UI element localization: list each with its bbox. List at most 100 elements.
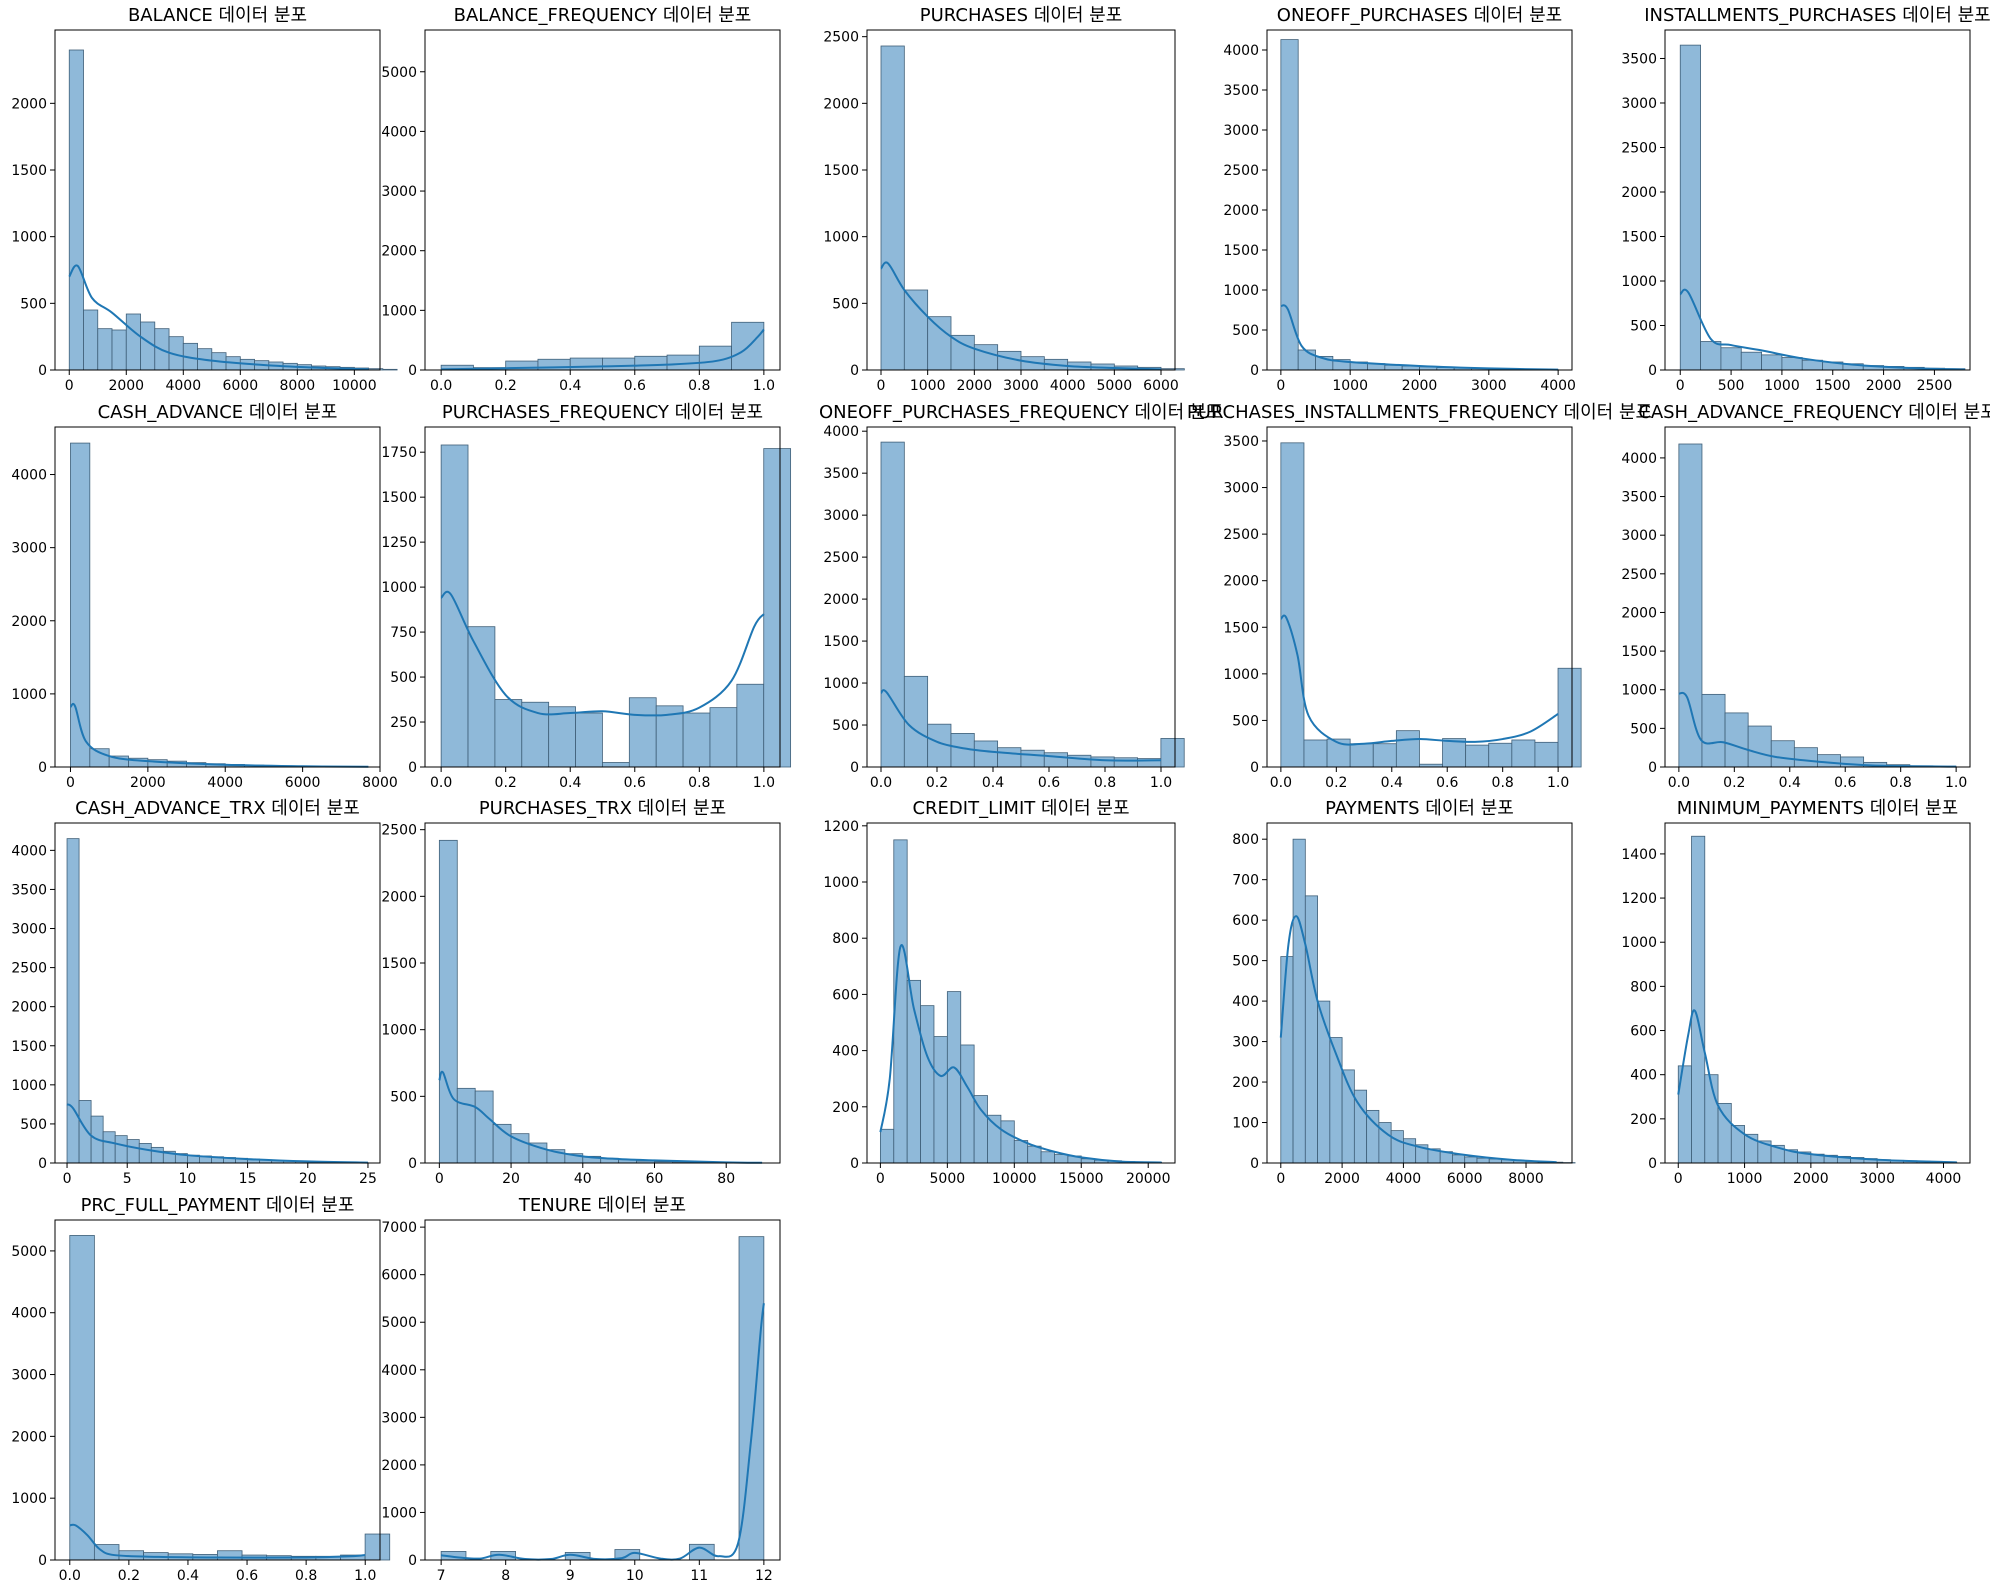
histogram-chart: PURCHASES 데이터 분포0 1000 2000 3000 4000 5000 600… [823, 5, 1185, 394]
histogram-bar [602, 357, 636, 371]
x-tick-label: 20 [299, 1171, 317, 1187]
x-tick-label: 20 [502, 1171, 520, 1187]
histogram-chart: CASH_ADVANCE_TRX 데이터 분포 0 5 10 15 20 25 0 500 100… [11, 798, 381, 1187]
y-tick-label: 1000 [11, 687, 47, 703]
subplot-panel: ONEOFF_PURCHASES_FREQUENCY 데이터 분포 0.0 0.2 0… [812, 397, 1223, 791]
y-tick-label: 1000 [11, 230, 47, 246]
x-tick-label: 0 [1676, 378, 1685, 394]
histogram-bar [1488, 742, 1513, 768]
y-tick-label: 600 [1232, 913, 1259, 929]
y-tick-label: 500 [1232, 954, 1259, 970]
x-tick-label: 0.0 [1270, 775, 1292, 791]
kde-line [1279, 915, 1557, 1164]
y-tick-label: 2000 [1621, 605, 1657, 621]
x-tick-label: 60 [646, 1171, 664, 1187]
y-tick-label: 1750 [381, 445, 417, 461]
histogram-bar [880, 441, 905, 768]
subplot-panel: CASH_ADVANCE 데이터 분포 0 2000 4000 6000 8000 0 100… [0, 397, 397, 791]
x-tick-label: 20000 [1126, 1171, 1171, 1187]
x-tick-label: 5 [123, 1171, 132, 1187]
histogram-bar [1304, 895, 1318, 1164]
x-tick-label: 12 [755, 1568, 773, 1584]
bars [440, 444, 792, 768]
bars [438, 839, 763, 1164]
x-tick-label: 1.0 [354, 1568, 376, 1584]
y-tick-label: 0 [1250, 363, 1259, 379]
y-tick-label: 3500 [1621, 490, 1657, 506]
y-tick-label: 4000 [11, 468, 47, 484]
y-tick-label: 500 [1630, 318, 1657, 334]
histogram-bar [1027, 1145, 1042, 1164]
kde-line [440, 590, 765, 717]
histogram-bar [1678, 443, 1703, 768]
bars [1280, 39, 1559, 371]
x-tick-label: 2500 [1917, 378, 1953, 394]
histogram-bar [950, 334, 975, 371]
x-tick-label: 0.2 [1325, 775, 1347, 791]
histogram-bar [709, 707, 738, 768]
x-tick-label: 5000 [1097, 378, 1133, 394]
x-tick-label: 0.4 [1779, 775, 1801, 791]
histogram-bar [946, 991, 962, 1164]
y-tick-label: 0 [850, 363, 859, 379]
chart-title: CREDIT_LIMIT 데이터 분포 [912, 798, 1129, 819]
y-tick-label: 4000 [381, 1363, 417, 1379]
histogram-bar [1280, 442, 1305, 768]
x-tick-label: 0.6 [624, 775, 646, 791]
subplot-panel: BALANCE 데이터 분포 0 2000 4000 6000 8000 10000 0 500… [0, 0, 398, 394]
histogram-bar [1040, 1151, 1055, 1164]
histogram-bar [1534, 741, 1559, 768]
histogram-bar [1452, 1154, 1466, 1164]
x-tick-label: 8000 [280, 378, 316, 394]
y-tick-label: 1000 [381, 580, 417, 596]
histogram-bar [1395, 730, 1420, 768]
x-tick-label: 6000 [1143, 378, 1179, 394]
y-tick-label: 3000 [1223, 123, 1259, 139]
axes-frame [1664, 822, 1971, 1164]
x-tick-label: 1.0 [753, 775, 775, 791]
x-tick-label: 0.8 [1492, 775, 1514, 791]
histogram-bar [83, 309, 99, 371]
x-tick-label: 10000 [992, 1171, 1037, 1187]
y-tick-label: 2000 [1223, 574, 1259, 590]
histogram-bar [1691, 835, 1706, 1164]
x-tick-label: 0.6 [1436, 775, 1458, 791]
histogram-bar [111, 329, 127, 371]
x-tick-label: 0 [435, 1171, 444, 1187]
chart-title: PURCHASES 데이터 분포 [920, 5, 1123, 26]
x-tick-label: 0.4 [177, 1568, 199, 1584]
y-tick-label: 500 [1232, 323, 1259, 339]
x-tick-label: 0.0 [430, 775, 452, 791]
histogram-chart: PURCHASES_FREQUENCY 데이터 분포 0.0 0.2 0.4 0.6 0.… [381, 402, 792, 791]
histogram-bar [1317, 1000, 1331, 1164]
y-tick-label: 5000 [11, 1244, 47, 1260]
histogram-chart: MINIMUM_PAYMENTS 데이터 분포0 1000 2000 3000 4000… [1621, 798, 1971, 1187]
histogram-bar [494, 699, 523, 768]
histogram-bar [102, 1131, 116, 1164]
histogram-bar [1292, 838, 1306, 1164]
bars [66, 838, 369, 1164]
bars [70, 442, 362, 768]
y-tick-label: 1000 [11, 1491, 47, 1507]
x-tick-label: 0 [63, 1171, 72, 1187]
y-tick-label: 4000 [1223, 43, 1259, 59]
x-tick-label: 2000 [1793, 1171, 1829, 1187]
x-tick-label: 3000 [1859, 1171, 1895, 1187]
histogram-chart: BALANCE 데이터 분포 0 2000 4000 6000 8000 10000 0 500… [11, 5, 398, 394]
histogram-chart: CASH_ADVANCE_FREQUENCY 데이터 분포 0.0 0.2 0.4 0.… [1621, 402, 1990, 791]
y-tick-label: 800 [1232, 832, 1259, 848]
x-tick-label: 2000 [130, 775, 166, 791]
histogram-bar [474, 1090, 494, 1164]
bars [1280, 442, 1582, 768]
x-tick-label: 0.2 [495, 378, 517, 394]
y-tick-label: 2000 [823, 96, 859, 112]
y-tick-label: 2500 [823, 550, 859, 566]
histogram-bar [1557, 667, 1582, 768]
histogram-bar [1730, 1125, 1745, 1164]
x-tick-label: 0.6 [624, 378, 646, 394]
histogram-bar [548, 706, 576, 768]
axes-frame [424, 1219, 781, 1561]
bars [1678, 443, 1957, 768]
histogram-bar [1679, 44, 1701, 371]
